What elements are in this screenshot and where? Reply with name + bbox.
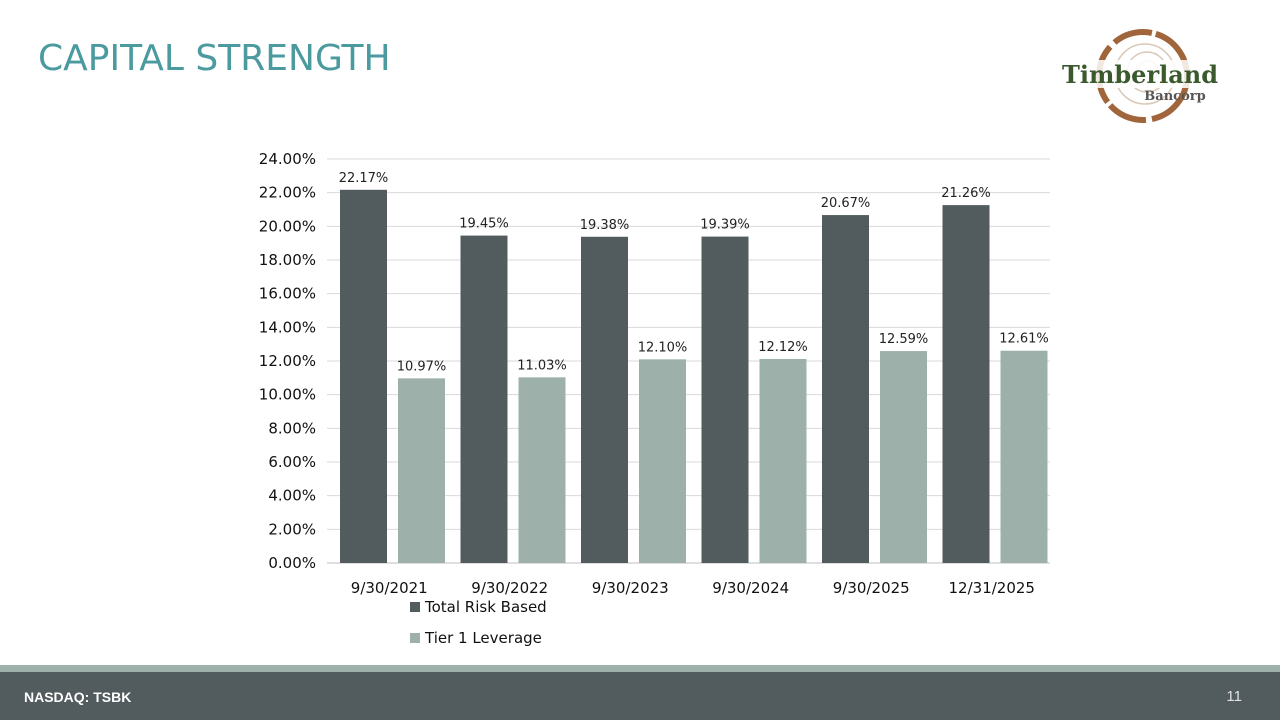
data-label: 19.45% (459, 217, 509, 232)
bar (581, 236, 628, 563)
x-tick-label: 9/30/2024 (712, 579, 789, 597)
bar (701, 236, 749, 563)
y-tick-label: 22.00% (259, 184, 316, 202)
legend-swatch (410, 633, 420, 643)
data-label: 12.12% (758, 340, 808, 355)
bar (759, 358, 807, 563)
data-label: 12.10% (638, 340, 688, 355)
y-tick-label: 10.00% (259, 386, 316, 404)
legend-label: Total Risk Based (425, 598, 547, 616)
bar (1000, 350, 1048, 563)
y-tick-label: 20.00% (259, 217, 316, 235)
y-tick-label: 4.00% (268, 487, 316, 505)
capital-strength-chart: 0.00% 2.00% 4.00% 6.00% 8.00% 10.00% 12.00% 14.… (259, 150, 1050, 597)
data-label: 22.17% (339, 171, 389, 186)
x-tick-label: 12/31/2025 (949, 579, 1035, 597)
x-tick-label: 9/30/2023 (592, 579, 669, 597)
svg-text:Timberland: Timberland (1062, 60, 1218, 89)
y-tick-label: 8.00% (268, 419, 316, 437)
page-number: 11 (1226, 688, 1242, 705)
y-tick-label: 2.00% (268, 520, 316, 538)
data-label: 12.61% (999, 332, 1049, 347)
data-label: 11.03% (517, 358, 567, 373)
footer: NASDAQ: TSBK 11 (0, 672, 1280, 720)
legend-item-total-risk-based: Total Risk Based (410, 598, 547, 616)
bar (639, 359, 686, 563)
y-tick-label: 16.00% (259, 285, 316, 303)
page-title: CAPITAL STRENGTH (38, 38, 391, 79)
y-tick-label: 12.00% (259, 352, 316, 370)
x-tick-label: 9/30/2021 (351, 579, 428, 597)
bar (340, 189, 387, 563)
data-label: 19.38% (580, 218, 630, 233)
bar (398, 378, 445, 563)
svg-text:Bancorp: Bancorp (1144, 89, 1205, 104)
y-tick-label: 14.00% (259, 318, 316, 336)
data-label: 19.39% (700, 218, 750, 233)
y-tick-label: 0.00% (268, 554, 316, 572)
ticker-label: NASDAQ: TSBK (24, 689, 132, 705)
x-tick-label: 9/30/2025 (833, 579, 910, 597)
y-tick-label: 6.00% (268, 453, 316, 471)
bar (822, 215, 869, 563)
y-tick-label: 24.00% (259, 150, 316, 168)
bar (942, 205, 990, 563)
bar (460, 235, 508, 563)
legend-item-tier1-leverage: Tier 1 Leverage (410, 629, 542, 647)
x-tick-label: 9/30/2022 (471, 579, 548, 597)
legend-label: Tier 1 Leverage (425, 629, 542, 647)
footer-accent-band (0, 665, 1280, 672)
bar (880, 351, 927, 563)
data-label: 12.59% (879, 332, 929, 347)
data-label: 10.97% (397, 359, 447, 374)
y-tick-label: 18.00% (259, 251, 316, 269)
data-label: 20.67% (821, 196, 871, 211)
timberland-bancorp-logo: Timberland Bancorp (1057, 29, 1223, 123)
bar (518, 377, 566, 563)
data-label: 21.26% (941, 186, 991, 201)
legend-swatch (410, 602, 420, 612)
